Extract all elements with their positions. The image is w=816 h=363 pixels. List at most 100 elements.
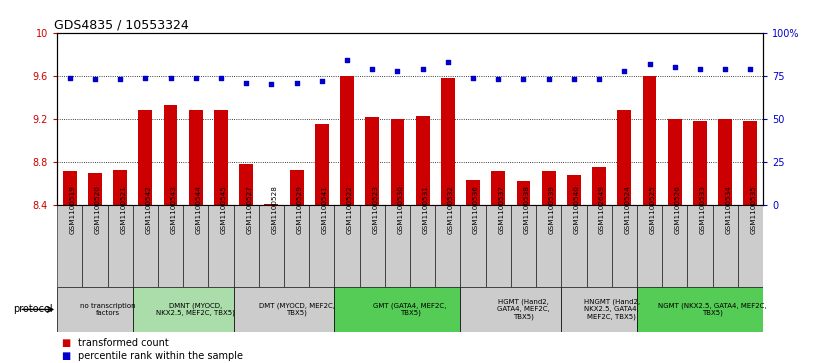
Bar bbox=[108, 205, 133, 287]
Bar bbox=[410, 205, 435, 287]
Point bbox=[744, 66, 757, 72]
Bar bbox=[63, 171, 77, 205]
Bar bbox=[612, 205, 637, 287]
Point bbox=[340, 57, 353, 63]
Point bbox=[139, 74, 152, 80]
Text: GSM1100519: GSM1100519 bbox=[69, 185, 76, 234]
Bar bbox=[460, 287, 561, 332]
Bar bbox=[561, 205, 587, 287]
Text: GSM1100530: GSM1100530 bbox=[397, 185, 403, 234]
Point bbox=[517, 76, 530, 82]
Point bbox=[643, 61, 656, 67]
Point bbox=[290, 80, 303, 86]
Bar bbox=[183, 205, 208, 287]
Bar bbox=[517, 182, 530, 205]
Point bbox=[63, 74, 76, 80]
Bar bbox=[82, 205, 108, 287]
Text: GSM1100540: GSM1100540 bbox=[574, 185, 580, 234]
Bar bbox=[88, 173, 102, 205]
Bar bbox=[239, 164, 253, 205]
Bar bbox=[290, 170, 304, 205]
Point bbox=[567, 76, 580, 82]
Text: protocol: protocol bbox=[13, 305, 53, 314]
Bar bbox=[667, 119, 681, 205]
Bar bbox=[486, 205, 511, 287]
Bar bbox=[284, 205, 309, 287]
Point bbox=[164, 74, 177, 80]
Text: GSM1100529: GSM1100529 bbox=[296, 185, 303, 234]
Bar bbox=[391, 119, 405, 205]
Text: GDS4835 / 10553324: GDS4835 / 10553324 bbox=[54, 19, 188, 32]
Bar bbox=[57, 205, 82, 287]
Text: GSM1100521: GSM1100521 bbox=[120, 185, 126, 234]
Bar bbox=[188, 110, 202, 205]
Bar bbox=[315, 124, 329, 205]
Bar bbox=[113, 170, 127, 205]
Bar bbox=[415, 116, 429, 205]
Text: GSM1100543: GSM1100543 bbox=[171, 185, 176, 234]
Text: ■: ■ bbox=[61, 338, 70, 348]
Bar bbox=[587, 205, 612, 287]
Point bbox=[542, 76, 555, 82]
Point bbox=[391, 68, 404, 74]
Bar bbox=[164, 105, 178, 205]
Bar bbox=[133, 287, 233, 332]
Point bbox=[467, 74, 480, 80]
Bar bbox=[139, 110, 153, 205]
Text: GSM1100535: GSM1100535 bbox=[751, 185, 756, 234]
Bar bbox=[335, 287, 460, 332]
Text: GSM1100522: GSM1100522 bbox=[347, 185, 353, 234]
Text: GSM1100538: GSM1100538 bbox=[524, 185, 530, 234]
Bar bbox=[662, 205, 687, 287]
Bar bbox=[466, 180, 480, 205]
Point bbox=[618, 68, 631, 74]
Text: GSM1100539: GSM1100539 bbox=[548, 185, 555, 234]
Bar bbox=[57, 287, 133, 332]
Bar bbox=[712, 205, 738, 287]
Point bbox=[215, 74, 228, 80]
Bar bbox=[264, 204, 278, 205]
Text: HGMT (Hand2,
GATA4, MEF2C,
TBX5): HGMT (Hand2, GATA4, MEF2C, TBX5) bbox=[497, 299, 550, 320]
Bar bbox=[718, 119, 732, 205]
Text: GSM1100523: GSM1100523 bbox=[372, 185, 379, 234]
Point bbox=[113, 76, 126, 82]
Bar bbox=[491, 171, 505, 205]
Bar bbox=[309, 205, 335, 287]
Bar bbox=[335, 205, 360, 287]
Bar bbox=[567, 175, 581, 205]
Bar bbox=[542, 171, 556, 205]
Text: GSM1100544: GSM1100544 bbox=[196, 185, 202, 234]
Text: GSM1100526: GSM1100526 bbox=[675, 185, 681, 234]
Text: no transcription
factors: no transcription factors bbox=[80, 303, 135, 316]
Point bbox=[492, 76, 505, 82]
Point bbox=[592, 76, 605, 82]
Point bbox=[366, 66, 379, 72]
Bar bbox=[618, 110, 632, 205]
Bar bbox=[360, 205, 385, 287]
Bar bbox=[366, 117, 379, 205]
Point bbox=[668, 64, 681, 70]
Bar bbox=[637, 287, 763, 332]
Point bbox=[719, 66, 732, 72]
Bar bbox=[642, 76, 656, 205]
Bar bbox=[259, 205, 284, 287]
Text: DMNT (MYOCD,
NKX2.5, MEF2C, TBX5): DMNT (MYOCD, NKX2.5, MEF2C, TBX5) bbox=[157, 302, 235, 317]
Text: GSM1100525: GSM1100525 bbox=[650, 185, 655, 234]
Bar bbox=[743, 121, 757, 205]
Point bbox=[694, 66, 707, 72]
Point bbox=[88, 76, 101, 82]
Text: GSM1102649: GSM1102649 bbox=[599, 185, 605, 234]
Bar bbox=[385, 205, 410, 287]
Text: GSM1100531: GSM1100531 bbox=[423, 185, 428, 234]
Bar bbox=[441, 78, 455, 205]
Text: DMT (MYOCD, MEF2C,
TBX5): DMT (MYOCD, MEF2C, TBX5) bbox=[259, 302, 335, 317]
Bar bbox=[158, 205, 183, 287]
Text: GSM1100542: GSM1100542 bbox=[145, 185, 151, 234]
Bar bbox=[340, 76, 354, 205]
Bar bbox=[592, 167, 606, 205]
Bar bbox=[460, 205, 486, 287]
Bar bbox=[536, 205, 561, 287]
Bar bbox=[133, 205, 158, 287]
Text: GSM1100524: GSM1100524 bbox=[624, 185, 630, 234]
Bar bbox=[435, 205, 460, 287]
